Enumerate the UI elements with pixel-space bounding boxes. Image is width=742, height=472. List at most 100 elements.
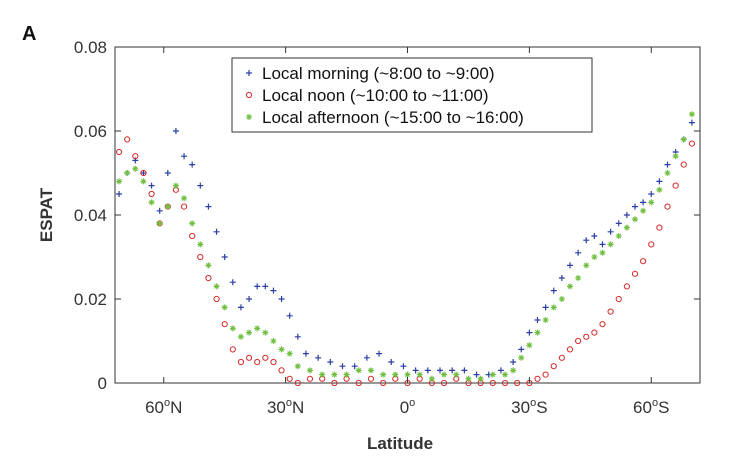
- y-tick-label: 0.02: [74, 290, 107, 309]
- data-point-plus: [550, 287, 557, 294]
- data-point-asterisk: [181, 195, 188, 202]
- data-point-plus: [400, 363, 407, 370]
- data-point-asterisk: [343, 371, 350, 378]
- data-point-circle: [355, 379, 362, 387]
- data-point-asterisk: [197, 241, 204, 248]
- x-tick-label: 60oS: [633, 397, 669, 417]
- legend-label: Local morning (~8:00 to ~9:00): [262, 64, 494, 83]
- data-point-circle: [688, 140, 695, 147]
- series-layer: [115, 111, 695, 387]
- data-point-circle: [306, 375, 314, 382]
- data-point-plus: [339, 363, 346, 370]
- data-point-plus: [388, 359, 395, 365]
- data-point-plus: [262, 283, 269, 290]
- data-point-asterisk: [441, 371, 448, 378]
- legend-marker-plus: [246, 70, 252, 76]
- data-point-circle: [489, 379, 496, 387]
- data-point-circle: [148, 190, 155, 198]
- data-point-plus: [664, 161, 671, 168]
- data-point-plus: [437, 367, 443, 374]
- data-point-circle: [656, 224, 663, 231]
- data-point-plus: [140, 170, 147, 176]
- data-point-plus: [148, 182, 155, 189]
- data-point-asterisk: [510, 367, 517, 374]
- data-point-asterisk: [583, 262, 590, 269]
- data-point-asterisk: [254, 325, 261, 332]
- data-point-circle: [254, 358, 261, 366]
- data-point-plus: [412, 367, 419, 374]
- data-point-circle: [221, 321, 228, 328]
- data-point-circle: [262, 354, 269, 361]
- data-point-circle: [229, 346, 236, 353]
- x-tick-label: 60oN: [145, 397, 182, 417]
- data-point-circle: [124, 136, 131, 143]
- data-point-asterisk: [294, 363, 301, 370]
- legend-label: Local noon (~10:00 to ~11:00): [262, 86, 489, 105]
- data-point-asterisk: [607, 241, 614, 248]
- data-point-plus: [286, 312, 293, 319]
- data-point-asterisk: [664, 170, 671, 176]
- data-point-asterisk: [575, 275, 582, 281]
- data-point-plus: [656, 178, 663, 185]
- data-point-plus: [294, 333, 301, 340]
- series-2: [115, 136, 695, 387]
- data-point-circle: [180, 203, 188, 210]
- data-point-plus: [351, 363, 358, 370]
- data-point-circle: [542, 371, 549, 378]
- data-point-circle: [680, 161, 687, 168]
- data-point-plus: [449, 367, 456, 374]
- data-point-circle: [213, 295, 220, 303]
- data-point-asterisk: [164, 203, 171, 210]
- data-point-plus: [632, 203, 638, 210]
- y-axis-title: ESPAT: [37, 187, 56, 242]
- data-point-asterisk: [453, 371, 460, 378]
- data-point-plus: [607, 228, 614, 235]
- data-point-asterisk: [550, 304, 557, 311]
- data-point-asterisk: [599, 249, 606, 256]
- data-point-circle: [331, 379, 338, 387]
- x-axis-title: Latitude: [367, 434, 433, 453]
- data-point-plus: [229, 279, 236, 286]
- y-tick-label: 0.08: [74, 38, 107, 57]
- data-point-plus: [189, 161, 196, 168]
- data-point-circle: [575, 337, 582, 345]
- data-point-plus: [542, 304, 549, 311]
- data-point-circle: [380, 379, 387, 387]
- data-point-asterisk: [205, 262, 212, 269]
- legend-marker-circle: [245, 91, 253, 99]
- data-point-asterisk: [124, 170, 131, 176]
- data-point-asterisk: [477, 375, 484, 382]
- data-point-circle: [607, 308, 614, 315]
- data-point-plus: [254, 283, 261, 290]
- data-point-circle: [664, 203, 671, 210]
- data-point-plus: [567, 262, 573, 269]
- data-point-asterisk: [237, 333, 244, 340]
- data-point-asterisk: [623, 224, 630, 231]
- data-point-asterisk: [392, 371, 399, 378]
- data-point-asterisk: [132, 165, 139, 172]
- data-point-plus: [237, 304, 244, 311]
- data-point-circle: [115, 148, 123, 156]
- x-tick-label: 0o: [400, 397, 416, 417]
- data-point-asterisk: [465, 375, 472, 382]
- series-1: [116, 119, 695, 378]
- data-point-circle: [591, 329, 598, 336]
- data-point-plus: [116, 191, 123, 197]
- x-tick-label: 30oS: [511, 397, 547, 417]
- data-point-asterisk: [270, 338, 277, 344]
- data-point-circle: [294, 379, 301, 387]
- legend-box: [231, 57, 593, 133]
- data-point-asterisk: [558, 296, 565, 302]
- data-point-circle: [566, 346, 574, 353]
- data-point-plus: [575, 249, 582, 256]
- x-tick-label: 30oN: [267, 397, 304, 417]
- data-point-asterisk: [319, 371, 326, 378]
- data-point-circle: [189, 232, 196, 240]
- data-point-plus: [599, 241, 606, 248]
- data-point-circle: [672, 182, 679, 189]
- data-point-asterisk: [648, 199, 655, 206]
- data-point-plus: [246, 296, 253, 302]
- data-point-plus: [302, 350, 309, 357]
- data-point-asterisk: [656, 186, 663, 193]
- data-point-plus: [363, 354, 370, 361]
